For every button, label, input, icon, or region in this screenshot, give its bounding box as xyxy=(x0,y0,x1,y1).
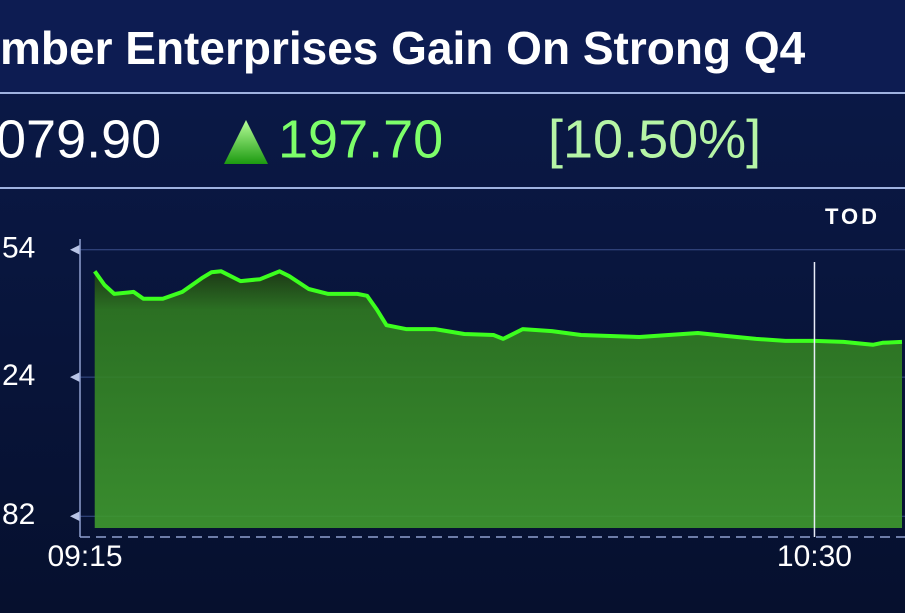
session-label: TOD xyxy=(825,204,880,229)
price: 079.90 xyxy=(0,109,161,169)
x-tick-label: 09:15 xyxy=(47,540,122,573)
up-arrow xyxy=(224,120,268,164)
x-tick-label: 10:30 xyxy=(777,540,852,573)
plot: 54 24 82 09:15 10:30 xyxy=(2,232,905,573)
y-tick-label: 24 xyxy=(2,359,35,392)
change-percent: [10.50%] xyxy=(548,109,761,169)
y-tick-mark xyxy=(70,244,80,255)
title-bar xyxy=(0,0,905,92)
headline: mber Enterprises Gain On Strong Q4 xyxy=(0,22,806,74)
area xyxy=(94,271,902,528)
y-tick-label: 54 xyxy=(2,232,35,265)
y-tick-mark xyxy=(70,372,80,383)
line xyxy=(93,269,903,347)
y-tick-mark xyxy=(70,511,80,522)
y-tick-label: 82 xyxy=(2,498,35,531)
change: 197.70 xyxy=(278,109,443,169)
